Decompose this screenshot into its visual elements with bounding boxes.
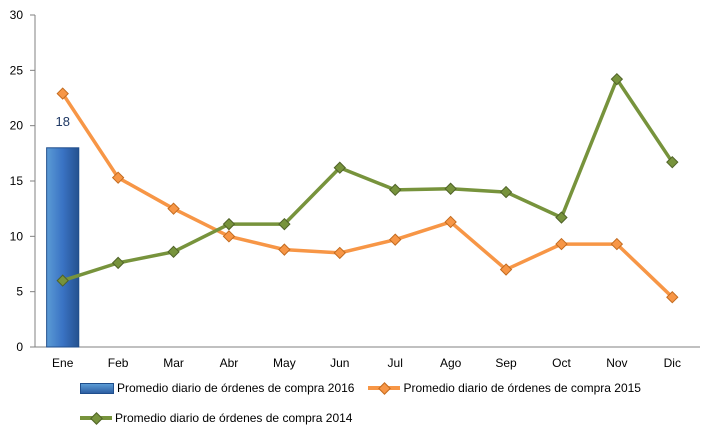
point-marker — [56, 87, 69, 100]
point-marker — [499, 185, 513, 199]
y-tick-label: 30 — [10, 8, 24, 22]
point-marker — [333, 161, 346, 174]
y-tick-label: 25 — [10, 63, 24, 77]
point-marker — [222, 217, 236, 231]
point-marker — [389, 233, 402, 246]
series-line — [61, 92, 674, 299]
point-marker — [333, 246, 346, 260]
point-marker — [389, 183, 402, 197]
legend-row-1: Promedio diario de órdenes de compra 201… — [80, 378, 700, 398]
bar — [46, 147, 80, 348]
x-tick-label: Sep — [495, 356, 517, 370]
x-tick-label: Feb — [108, 356, 129, 370]
point-marker — [555, 237, 568, 251]
x-tick-label: May — [273, 356, 296, 370]
line-series — [56, 72, 679, 304]
legend-item-2016: Promedio diario de órdenes de compra 201… — [80, 381, 354, 395]
point-marker — [555, 211, 568, 224]
y-tick-label: 0 — [16, 340, 23, 354]
data-label: 18 — [55, 114, 69, 129]
legend-item-2014: Promedio diario de órdenes de compra 201… — [80, 411, 352, 425]
y-tick-label: 10 — [10, 229, 24, 243]
x-tick-label: Nov — [606, 356, 627, 370]
point-marker — [444, 182, 457, 195]
y-tick-label: 5 — [16, 285, 23, 299]
legend-swatch-2015 — [368, 382, 401, 395]
point-marker — [610, 72, 624, 86]
legend-swatch-2014 — [80, 412, 112, 425]
point-marker — [278, 217, 291, 231]
point-marker — [278, 243, 291, 256]
legend-item-2015: Promedio diario de órdenes de compra 201… — [368, 381, 641, 395]
tick-labels: 0 5 10 15 20 25 30 Ene Feb Mar Abr May Jun Jul Ago Sep O… — [10, 8, 681, 370]
legend-swatch-2016 — [80, 382, 114, 394]
point-marker — [444, 215, 457, 229]
point-marker — [167, 202, 180, 215]
x-tick-label: Jul — [388, 356, 403, 370]
x-tick-label: Oct — [552, 356, 571, 370]
axes — [30, 14, 700, 348]
bar-series — [46, 147, 80, 348]
y-tick-label: 20 — [10, 119, 24, 133]
point-marker — [111, 256, 125, 270]
legend: Promedio diario de órdenes de compra 201… — [80, 378, 700, 438]
combo-chart: 0 5 10 15 20 25 30 Ene Feb Mar Abr May Jun Jul Ago Sep O… — [10, 8, 700, 370]
legend-row-2: Promedio diario de órdenes de compra 201… — [80, 408, 700, 428]
legend-label-2014: Promedio diario de órdenes de compra 201… — [115, 411, 353, 425]
point-marker — [167, 245, 180, 259]
x-tick-label: Jun — [330, 356, 349, 370]
x-tick-label: Dic — [664, 356, 681, 370]
legend-label-2015: Promedio diario de órdenes de compra 201… — [403, 381, 641, 395]
legend-label-2016: Promedio diario de órdenes de compra 201… — [117, 381, 355, 395]
point-marker — [666, 290, 679, 304]
x-tick-label: Ene — [52, 356, 74, 370]
point-marker — [111, 171, 125, 184]
x-tick-label: Mar — [163, 356, 184, 370]
point-marker — [499, 263, 513, 276]
point-marker — [222, 230, 236, 243]
point-marker — [56, 274, 69, 287]
y-tick-label: 15 — [10, 174, 24, 188]
point-marker — [666, 155, 679, 169]
x-tick-label: Abr — [220, 356, 239, 370]
point-marker — [610, 237, 624, 251]
x-tick-label: Ago — [440, 356, 462, 370]
series-line — [62, 77, 674, 283]
